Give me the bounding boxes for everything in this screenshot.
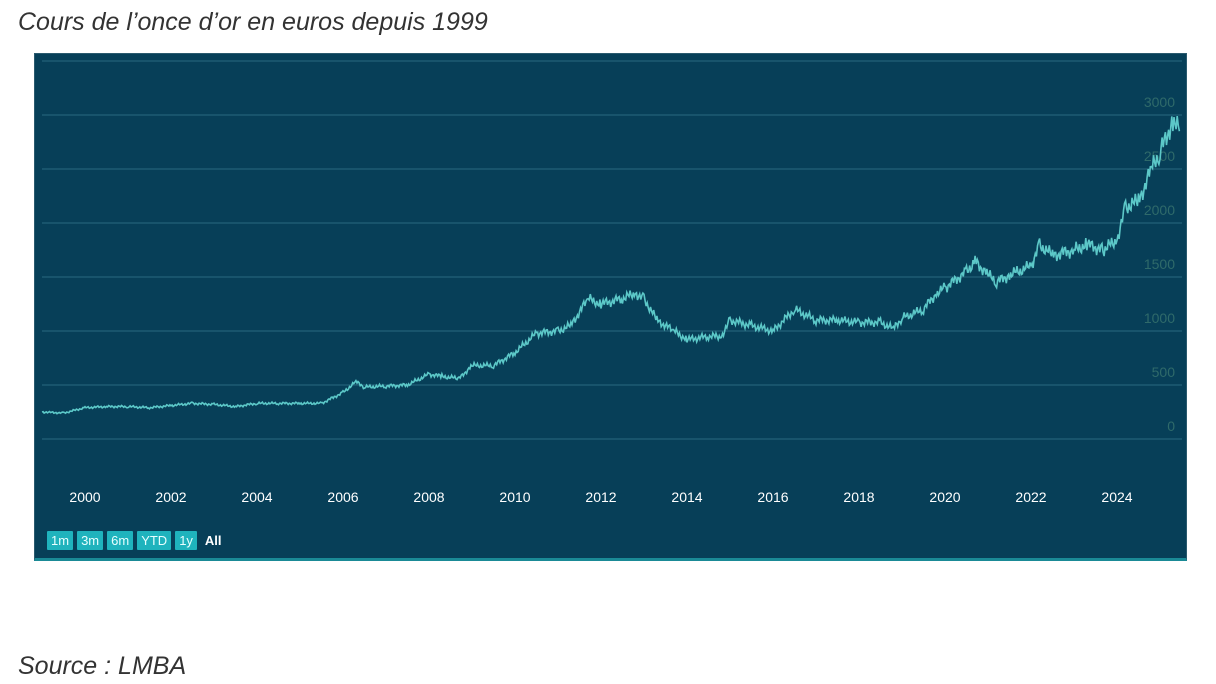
range-button-all[interactable]: All	[204, 533, 222, 548]
y-tick-label: 1000	[1144, 310, 1175, 326]
y-tick-label: 2000	[1144, 202, 1175, 218]
range-button-1y[interactable]: 1y	[175, 531, 197, 550]
y-tick-label: 500	[1152, 364, 1176, 380]
y-tick-label: 3000	[1144, 94, 1175, 110]
x-tick-label: 2006	[327, 489, 358, 505]
x-tick-label: 2022	[1015, 489, 1046, 505]
source-note: Source : LMBA	[18, 652, 187, 680]
x-tick-label: 2000	[69, 489, 100, 505]
page-title: Cours de l’once d’or en euros depuis 199…	[18, 8, 488, 36]
range-selector: 1m 3m 6m YTD 1y All	[47, 531, 226, 550]
x-tick-label: 2008	[413, 489, 444, 505]
x-tick-label: 2014	[671, 489, 702, 505]
y-tick-label: 1500	[1144, 256, 1175, 272]
x-tick-label: 2002	[155, 489, 186, 505]
range-button-1m[interactable]: 1m	[47, 531, 74, 550]
x-tick-label: 2016	[757, 489, 788, 505]
range-button-3m[interactable]: 3m	[77, 531, 104, 550]
x-tick-label: 2012	[585, 489, 616, 505]
x-tick-label: 2020	[929, 489, 960, 505]
y-tick-label: 0	[1167, 418, 1175, 434]
x-tick-label: 2004	[241, 489, 272, 505]
x-tick-label: 2010	[499, 489, 530, 505]
chart-panel: 0 500 1000 1500 2000 2500 3000 2000 2002 2004 2006…	[34, 53, 1187, 561]
series-line	[41, 116, 1181, 415]
x-tick-label: 2018	[843, 489, 874, 505]
x-tick-label: 2024	[1101, 489, 1132, 505]
range-button-6m[interactable]: 6m	[107, 531, 134, 550]
range-button-ytd[interactable]: YTD	[137, 531, 172, 550]
